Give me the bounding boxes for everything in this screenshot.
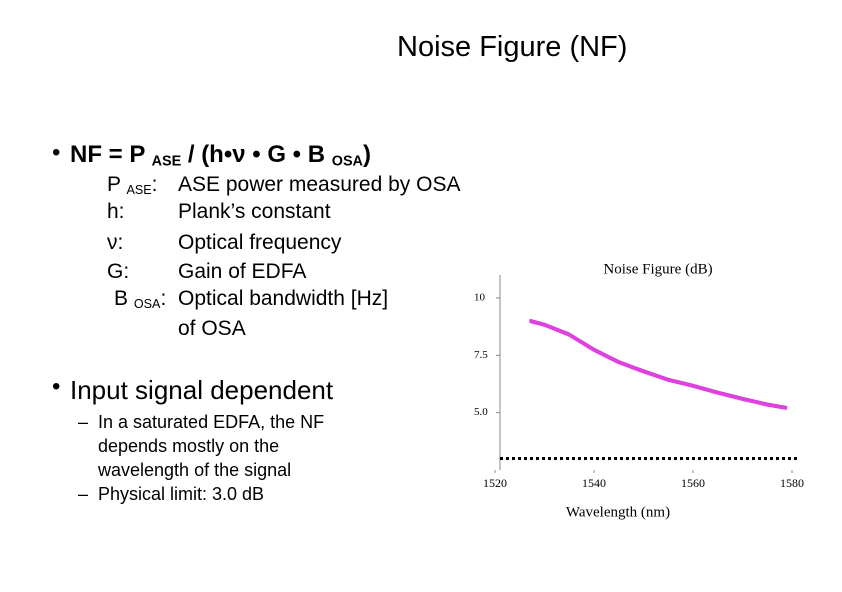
definition-term: B OSA:: [114, 288, 166, 311]
text-part: :: [160, 287, 167, 310]
definition-text: Gain of EDFA: [178, 260, 307, 283]
text-part: ASE: [126, 183, 152, 198]
y-tick-label: 5.0: [474, 406, 488, 418]
x-tick-label: 1580: [780, 476, 804, 490]
definition-term: P ASE:: [107, 174, 158, 197]
text-part: ): [362, 141, 371, 168]
x-tick-label: 1560: [681, 476, 705, 490]
slide-title: Noise Figure (NF): [397, 31, 628, 63]
definition-text: ASE power measured by OSA: [178, 173, 461, 196]
definition-term: ν:: [107, 232, 123, 253]
definition-text: Optical bandwidth [Hz]: [178, 287, 389, 310]
definition-text: Optical frequency: [178, 231, 342, 254]
text-part: ν:: [107, 231, 124, 254]
bullet-dot: •: [52, 373, 61, 400]
x-axis-label: Wavelength (nm): [566, 504, 670, 520]
sub-bullet-dash: –: [78, 412, 89, 432]
text-part: OSA: [331, 153, 363, 170]
text-part: NF = P: [70, 141, 152, 168]
definition-text: Plank’s constant: [178, 200, 331, 223]
definition-term: G:: [107, 261, 129, 282]
y-tick-label: 7.5: [474, 349, 488, 361]
data-line: [529, 318, 788, 411]
definition-text: of OSA: [178, 317, 246, 340]
formula: NF = P ASE / (h•ν • G • B OSA): [70, 143, 371, 169]
bullet-dot: •: [52, 139, 61, 166]
text-part: / (h•ν • G • B: [181, 141, 332, 168]
text-part: OSA: [133, 297, 161, 312]
text-part: ASE: [151, 153, 182, 170]
text-part: h:: [107, 200, 125, 223]
definition-term: h:: [107, 201, 125, 222]
sub-bullet-text: depends mostly on the: [98, 436, 280, 456]
bullet-text: Input signal dependent: [70, 375, 334, 405]
sub-bullet-text: Physical limit: 3.0 dB: [98, 484, 265, 504]
chart-title: Noise Figure (dB): [603, 261, 712, 277]
text-part: P: [107, 173, 127, 196]
x-tick-label: 1520: [483, 476, 507, 490]
y-tick-label: 10: [474, 291, 486, 303]
text-part: B: [114, 287, 134, 310]
text-part: G:: [107, 260, 130, 283]
sub-bullet-dash: –: [78, 484, 89, 504]
sub-bullet-text: wavelength of the signal: [98, 460, 292, 480]
sub-bullet-text: In a saturated EDFA, the NF: [98, 412, 325, 432]
text-part: :: [151, 173, 158, 196]
x-tick-label: 1540: [582, 476, 606, 490]
